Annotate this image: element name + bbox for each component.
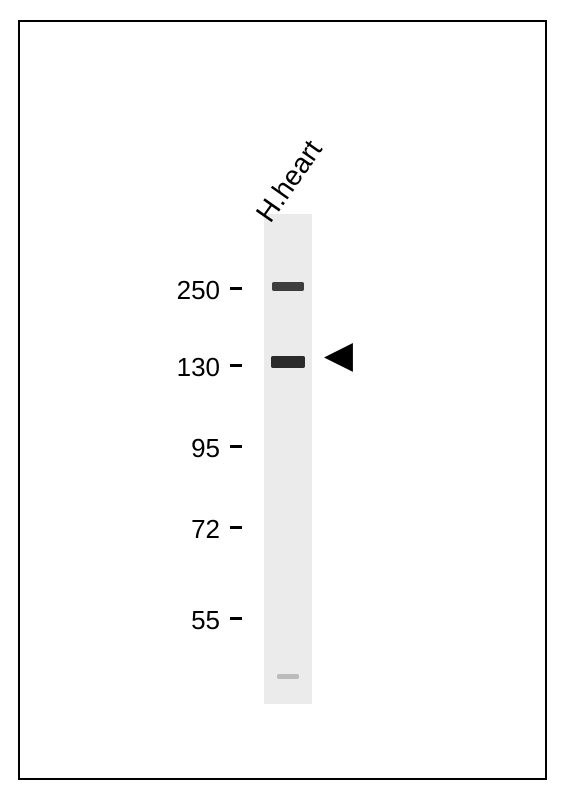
mw-tick [230, 364, 242, 367]
arrow-left-icon [324, 343, 358, 377]
mw-label: 130 [150, 352, 220, 383]
blot-frame: H.heart 250130957255 [18, 20, 547, 780]
protein-band [272, 282, 304, 291]
mw-label: 55 [150, 605, 220, 636]
mw-tick [230, 526, 242, 529]
mw-label: 72 [150, 514, 220, 545]
protein-band [277, 674, 299, 679]
mw-label: 95 [150, 433, 220, 464]
mw-label: 250 [150, 275, 220, 306]
mw-tick [230, 445, 242, 448]
mw-tick [230, 617, 242, 620]
protein-band [271, 356, 305, 368]
mw-tick [230, 287, 242, 290]
target-band-arrow [324, 343, 358, 377]
